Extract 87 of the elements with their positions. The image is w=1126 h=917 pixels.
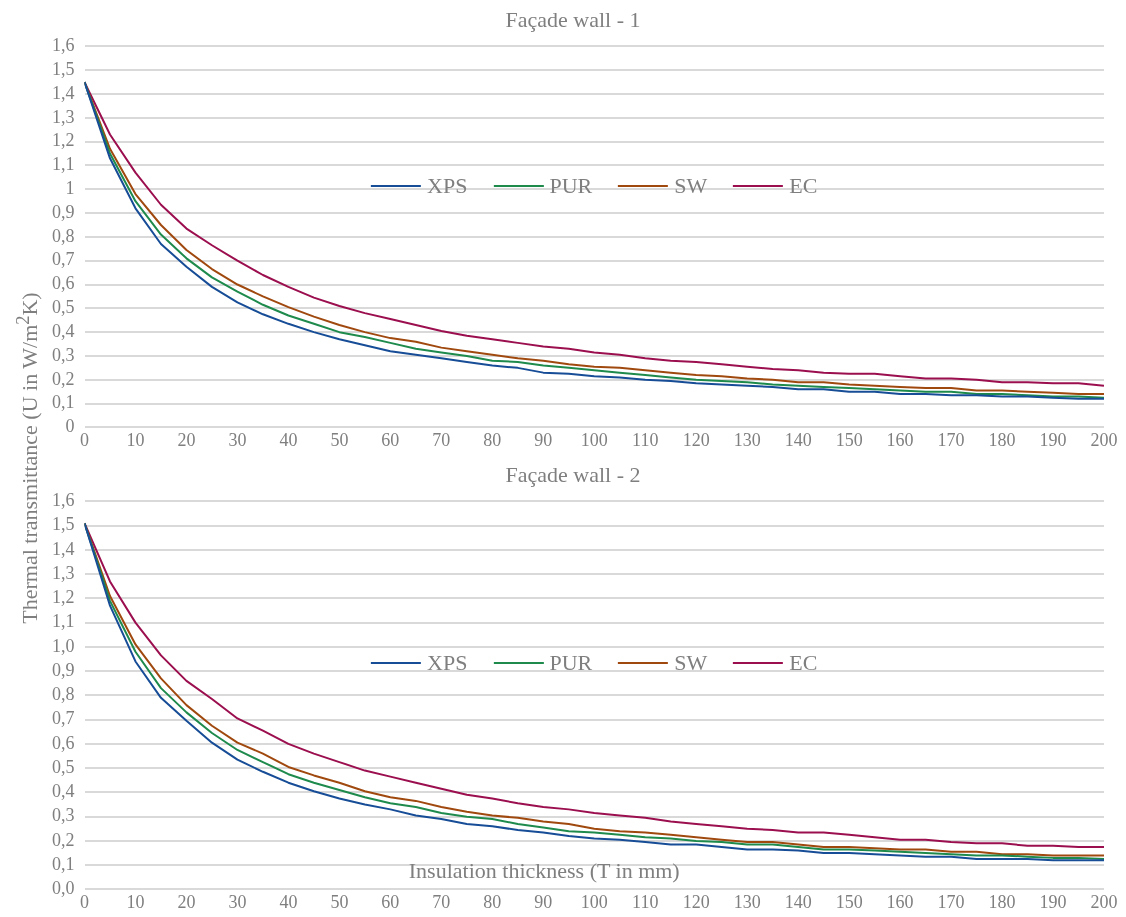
- x-tick-label: 90: [534, 429, 553, 450]
- y-tick-label: 0,9: [52, 659, 75, 680]
- y-tick-label: 1,2: [52, 130, 75, 151]
- x-tick-label: 110: [632, 891, 659, 912]
- y-tick-label: 0,0: [52, 878, 75, 899]
- y-tick-label: 1,3: [52, 106, 75, 127]
- x-tick-label: 180: [988, 429, 1016, 450]
- x-tick-label: 170: [937, 429, 965, 450]
- x-tick-label: 10: [126, 429, 145, 450]
- x-tick-label: 150: [835, 429, 863, 450]
- y-tick-label: 0,5: [52, 756, 75, 777]
- x-tick-label: 60: [381, 891, 400, 912]
- legend-label: SW: [674, 650, 708, 677]
- chart-title: Façade wall - 2: [505, 461, 641, 487]
- x-axis-title: Insulation thickness (T in mm): [408, 858, 680, 884]
- y-tick-label: 0,7: [52, 249, 75, 270]
- x-tick-label: 70: [432, 891, 451, 912]
- y-tick-label: 0,6: [52, 732, 75, 753]
- x-tick-label: 180: [988, 891, 1016, 912]
- y-tick-label: 1,0: [52, 635, 75, 656]
- y-tick-label: 1,2: [52, 587, 75, 608]
- legend-label: XPS: [427, 650, 468, 677]
- y-tick-label: 1,6: [52, 35, 75, 56]
- y-tick-label: 0,2: [52, 829, 75, 850]
- x-tick-label: 140: [784, 429, 812, 450]
- y-tick-label: 0: [65, 416, 75, 437]
- legend-label: PUR: [549, 173, 593, 200]
- x-tick-label: 90: [534, 891, 553, 912]
- x-tick-label: 170: [937, 891, 965, 912]
- x-tick-label: 190: [1039, 891, 1067, 912]
- x-tick-label: 50: [330, 429, 349, 450]
- x-tick-label: 70: [432, 429, 451, 450]
- x-tick-label: 130: [733, 429, 761, 450]
- x-tick-label: 40: [279, 891, 298, 912]
- y-tick-label: 0,1: [52, 392, 75, 413]
- y-tick-label: 1,5: [52, 58, 75, 79]
- x-tick-label: 60: [381, 429, 400, 450]
- legend-label: PUR: [549, 650, 593, 677]
- x-tick-label: 20: [177, 891, 196, 912]
- x-tick-label: 0: [80, 429, 89, 450]
- x-tick-label: 190: [1039, 429, 1067, 450]
- y-tick-label: 1: [65, 178, 75, 199]
- y-tick-label: 0,3: [52, 805, 75, 826]
- x-tick-label: 100: [580, 429, 608, 450]
- y-tick-label: 1,4: [52, 82, 75, 103]
- legend-label: EC: [789, 173, 818, 200]
- y-tick-label: 0,8: [52, 225, 75, 246]
- y-tick-label: 0,7: [52, 708, 75, 729]
- x-tick-label: 200: [1090, 429, 1118, 450]
- x-tick-label: 120: [682, 429, 710, 450]
- x-tick-label: 50: [330, 891, 349, 912]
- x-tick-label: 160: [886, 891, 914, 912]
- y-tick-label: 1,4: [52, 538, 75, 559]
- x-tick-label: 200: [1090, 891, 1118, 912]
- y-tick-label: 0,9: [52, 201, 75, 222]
- x-tick-label: 140: [784, 891, 812, 912]
- x-tick-label: 20: [177, 429, 196, 450]
- y-tick-label: 1,1: [52, 154, 75, 175]
- y-tick-label: 0,4: [52, 781, 75, 802]
- y-tick-label: 0,1: [52, 853, 75, 874]
- x-tick-label: 40: [279, 429, 298, 450]
- legend-label: XPS: [427, 173, 468, 200]
- y-tick-label: 0,6: [52, 273, 75, 294]
- legend-label: EC: [789, 650, 818, 677]
- chart-title: Façade wall - 1: [505, 6, 641, 32]
- x-tick-label: 10: [126, 891, 145, 912]
- x-tick-label: 160: [886, 429, 914, 450]
- y-tick-label: 0,4: [52, 320, 75, 341]
- legend-label: SW: [674, 173, 708, 200]
- x-tick-label: 120: [682, 891, 710, 912]
- x-tick-label: 0: [80, 891, 89, 912]
- y-tick-label: 1,3: [52, 562, 75, 583]
- y-tick-label: 0,5: [52, 297, 75, 318]
- x-tick-label: 30: [228, 891, 247, 912]
- y-tick-label: 1,6: [52, 490, 75, 511]
- x-tick-label: 80: [483, 891, 502, 912]
- y-tick-label: 0,8: [52, 684, 75, 705]
- x-tick-label: 30: [228, 429, 247, 450]
- x-tick-label: 150: [835, 891, 863, 912]
- x-tick-label: 130: [733, 891, 761, 912]
- x-tick-label: 100: [580, 891, 608, 912]
- y-tick-label: 1,1: [52, 611, 75, 632]
- y-tick-label: 1,5: [52, 514, 75, 535]
- x-tick-label: 110: [632, 429, 659, 450]
- x-tick-label: 80: [483, 429, 502, 450]
- y-tick-label: 0,3: [52, 344, 75, 365]
- y-tick-label: 0,2: [52, 368, 75, 389]
